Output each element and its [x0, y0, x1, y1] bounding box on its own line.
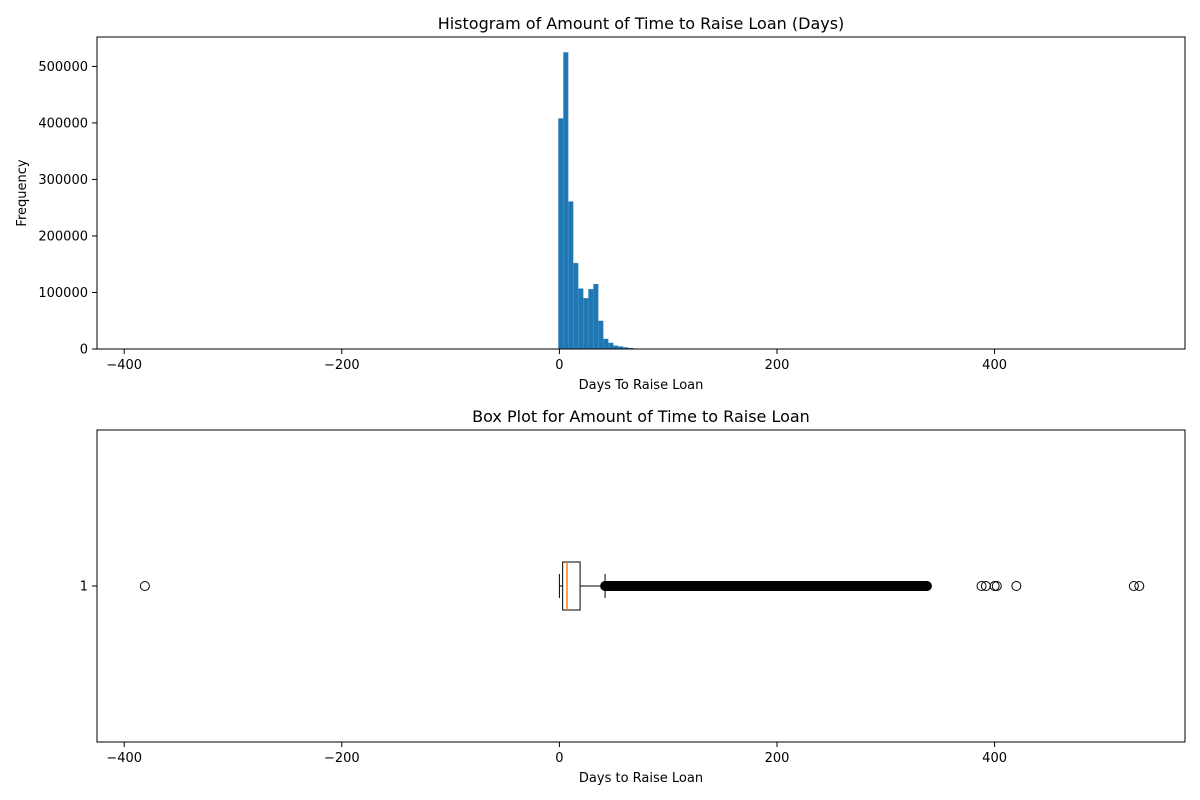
boxplot-outlier-point [139, 581, 150, 591]
histogram-bars [558, 52, 649, 350]
histogram-x-tick-label: 400 [982, 358, 1007, 373]
boxplot-outlier-point [902, 581, 913, 591]
histogram-bar [568, 201, 574, 349]
histogram-bar [618, 346, 624, 349]
histogram-bar [578, 288, 584, 349]
histogram-bar [628, 347, 634, 349]
histogram-bar [563, 52, 569, 350]
boxplot-outlier-point [908, 581, 918, 591]
histogram-bar [588, 289, 594, 349]
boxplot-y-ticks: 1 [80, 580, 97, 595]
histogram-y-tick-label: 300000 [38, 173, 88, 188]
histogram-x-tick-label: −200 [324, 358, 360, 373]
boxplot-x-tick-label: 0 [555, 751, 563, 766]
boxplot-outlier-point [921, 581, 932, 591]
boxplot-outlier-point [891, 581, 902, 591]
boxplot-x-axis-label: Days to Raise Loan [579, 771, 703, 786]
histogram-bar [613, 345, 619, 349]
boxplot-title: Box Plot for Amount of Time to Raise Loa… [472, 407, 810, 426]
histogram-y-tick-label: 100000 [38, 286, 88, 301]
histogram-bar [603, 338, 609, 349]
histogram-y-ticks: 0 100000 200000 300000 400000 500000 [38, 60, 97, 358]
histogram-x-axis-label: Days To Raise Loan [579, 378, 704, 393]
boxplot-outlier-point [976, 581, 987, 591]
boxplot-x-tick-label: −400 [106, 751, 142, 766]
histogram-y-tick-label: 0 [80, 343, 88, 358]
boxplot-x-tick-label: 200 [765, 751, 790, 766]
histogram-x-tick-label: 0 [555, 358, 563, 373]
boxplot-outlier-point [880, 581, 891, 591]
histogram-y-tick-label: 200000 [38, 229, 88, 244]
histogram-panel: Histogram of Amount of Time to Raise Loa… [15, 14, 1186, 393]
boxplot-outlier-point [917, 581, 928, 591]
histogram-bar [608, 342, 614, 349]
histogram-y-axis-label: Frequency [15, 159, 30, 226]
histogram-y-tick-label: 400000 [38, 116, 88, 131]
boxplot-x-tick-label: 400 [982, 751, 1007, 766]
histogram-bar [583, 298, 589, 349]
histogram-x-ticks: −400 −200 0 200 400 [106, 349, 1007, 373]
boxplot-outlier-point [913, 581, 924, 591]
boxplot-y-tick-label: 1 [80, 580, 88, 595]
boxplot-marks [139, 561, 1145, 611]
histogram-bar [593, 284, 599, 349]
boxplot-x-ticks: −400 −200 0 200 400 [106, 742, 1007, 766]
boxplot-outlier-point [1128, 581, 1139, 591]
histogram-x-tick-label: 200 [765, 358, 790, 373]
boxplot-outlier-point [991, 581, 1002, 591]
histogram-bar [623, 347, 629, 349]
boxplot-box [562, 561, 581, 611]
histogram-plot-frame [96, 36, 1186, 350]
boxplot-outlier-point [989, 581, 1000, 591]
histogram-bar [573, 263, 579, 349]
boxplot-outlier-point [1011, 581, 1022, 591]
histogram-y-tick-label: 500000 [38, 60, 88, 75]
histogram-title: Histogram of Amount of Time to Raise Loa… [438, 14, 845, 33]
boxplot-outlier-point [1134, 581, 1145, 591]
histogram-x-tick-label: −400 [106, 358, 142, 373]
histogram-bar [598, 320, 604, 349]
histogram-bar [558, 118, 564, 350]
boxplot-outlier-point [898, 581, 909, 591]
boxplot-outlier-point [886, 581, 897, 591]
boxplot-x-tick-label: −200 [324, 751, 360, 766]
boxplot-panel: Box Plot for Amount of Time to Raise Loa… [80, 407, 1186, 786]
